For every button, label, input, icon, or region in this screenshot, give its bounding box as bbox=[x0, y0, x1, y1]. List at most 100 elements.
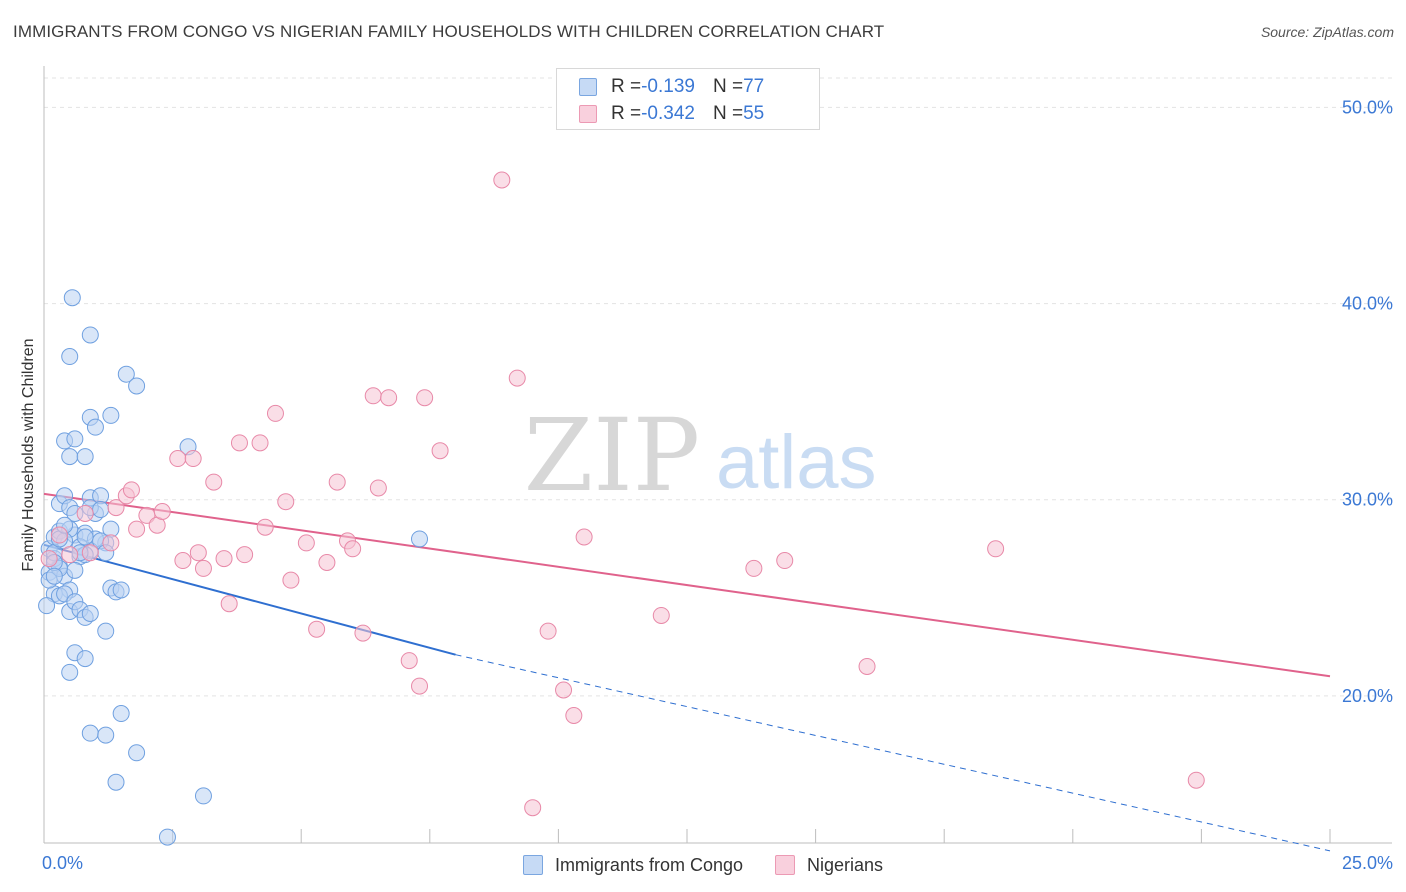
legend-r-label: R = bbox=[611, 76, 642, 97]
nigerian-point bbox=[236, 546, 254, 564]
congo-point bbox=[102, 406, 120, 424]
trend-layer bbox=[43, 492, 1331, 852]
nigerian-point bbox=[344, 540, 362, 558]
congo-point bbox=[92, 501, 110, 519]
nigerian-point bbox=[128, 520, 146, 538]
nigerian-point bbox=[189, 544, 207, 562]
nigerian-point bbox=[400, 652, 418, 670]
nigerian-point bbox=[416, 389, 434, 407]
tick-label-layer: 20.0% 30.0% 40.0% 50.0% 0.0% 25.0% bbox=[42, 97, 1393, 873]
nigerian-point bbox=[524, 799, 542, 817]
nigerian-point bbox=[431, 442, 449, 460]
congo-point bbox=[97, 622, 115, 640]
congo-point bbox=[107, 773, 125, 791]
nigerian-point bbox=[215, 550, 233, 568]
nigerian-point bbox=[308, 620, 326, 638]
nigerian-point bbox=[369, 479, 387, 497]
nigerian-point bbox=[354, 624, 372, 642]
congo-point bbox=[66, 561, 84, 579]
congo-trend-extension bbox=[455, 654, 1331, 852]
nigerian-point bbox=[508, 369, 526, 387]
congo-point bbox=[76, 650, 94, 668]
legend-row-congo: R = -0.139 N = 77 bbox=[579, 74, 764, 100]
congo-point bbox=[76, 448, 94, 466]
nigerian-point bbox=[102, 534, 120, 552]
watermark-zip: ZIP bbox=[524, 397, 700, 514]
nigerian-point bbox=[61, 546, 79, 564]
nigerian-point bbox=[858, 657, 876, 675]
y-tick-label: 50.0% bbox=[1342, 97, 1393, 117]
congo-trend-line bbox=[43, 543, 456, 656]
legend-n-value: 55 bbox=[743, 103, 765, 124]
legend-item-congo[interactable]: Immigrants from Congo bbox=[522, 855, 743, 876]
nigerian-point bbox=[40, 550, 58, 568]
congo-point bbox=[194, 787, 212, 805]
congo-point bbox=[411, 530, 429, 548]
nigerian-point bbox=[81, 544, 99, 562]
nigerian-point bbox=[256, 518, 274, 536]
source-label: Source: ZipAtlas.com bbox=[1260, 24, 1394, 40]
nigerian-point bbox=[328, 473, 346, 491]
legend-n-label: N = bbox=[712, 76, 744, 97]
chart-title: IMMIGRANTS FROM CONGO VS NIGERIAN FAMILY… bbox=[13, 22, 885, 41]
nigerian-point bbox=[277, 493, 295, 511]
nigerian-point bbox=[266, 404, 284, 422]
nigerian-point bbox=[122, 481, 140, 499]
nigerian-point bbox=[575, 528, 593, 546]
nigerian-point bbox=[565, 707, 583, 724]
nigerian-point bbox=[493, 171, 511, 189]
legend-item-nigerians[interactable]: Nigerians bbox=[775, 855, 883, 876]
y-tick-label: 20.0% bbox=[1342, 686, 1393, 706]
congo-point bbox=[61, 448, 79, 466]
congo-point bbox=[61, 348, 79, 366]
y-tick-label: 30.0% bbox=[1342, 490, 1393, 510]
legend-r-label: R = bbox=[611, 103, 642, 124]
nigerian-point bbox=[50, 526, 68, 544]
nigerian-point bbox=[1187, 771, 1205, 789]
nigerian-trend-line bbox=[43, 492, 1331, 678]
y-tick-label: 40.0% bbox=[1342, 294, 1393, 314]
correlation-legend: R = -0.139 N = 77 R = -0.342 N = 55 bbox=[556, 68, 820, 130]
legend-r-value: -0.342 bbox=[641, 103, 695, 124]
axes-layer bbox=[43, 66, 1392, 844]
legend-n-value: 77 bbox=[743, 76, 765, 97]
series-legend: Immigrants from Congo Nigerians bbox=[0, 852, 1406, 878]
congo-point bbox=[38, 597, 56, 615]
nigerian-point bbox=[745, 559, 763, 577]
legend-label-nigerians: Nigerians bbox=[807, 854, 884, 875]
nigerian-point bbox=[184, 450, 202, 468]
nigerian-point bbox=[220, 595, 238, 613]
nigerian-point bbox=[230, 434, 248, 452]
congo-point bbox=[97, 726, 115, 744]
congo-point bbox=[76, 528, 94, 546]
congo-point bbox=[128, 377, 146, 395]
congo-point bbox=[66, 430, 84, 448]
congo-point bbox=[128, 744, 146, 762]
congo-point bbox=[112, 705, 130, 723]
nigerian-point bbox=[107, 499, 125, 517]
congo-point bbox=[45, 567, 63, 585]
nigerian-point bbox=[652, 606, 670, 624]
nigerian-point bbox=[364, 387, 382, 405]
congo-point bbox=[86, 418, 104, 436]
legend-swatch-congo bbox=[522, 855, 543, 875]
nigerian-point bbox=[153, 503, 171, 520]
congo-point bbox=[81, 724, 99, 742]
congo-point bbox=[81, 605, 99, 622]
x-tick-label: 25.0% bbox=[1342, 853, 1393, 873]
congo-point bbox=[63, 289, 81, 307]
congo-point bbox=[117, 365, 135, 383]
watermark-atlas: atlas bbox=[716, 420, 877, 505]
nigerian-point bbox=[169, 450, 187, 468]
legend-swatch-nigerians bbox=[775, 855, 795, 875]
legend-swatch-nigerians bbox=[579, 105, 597, 123]
legend-row-nigerians: R = -0.342 N = 55 bbox=[579, 101, 764, 127]
congo-point bbox=[158, 828, 176, 846]
nigerian-point bbox=[76, 504, 94, 522]
points-layer bbox=[38, 171, 1205, 846]
nigerian-point bbox=[251, 434, 269, 452]
nigerian-point bbox=[318, 554, 336, 571]
nigerian-point bbox=[380, 389, 398, 407]
legend-r-value: -0.139 bbox=[641, 76, 695, 97]
